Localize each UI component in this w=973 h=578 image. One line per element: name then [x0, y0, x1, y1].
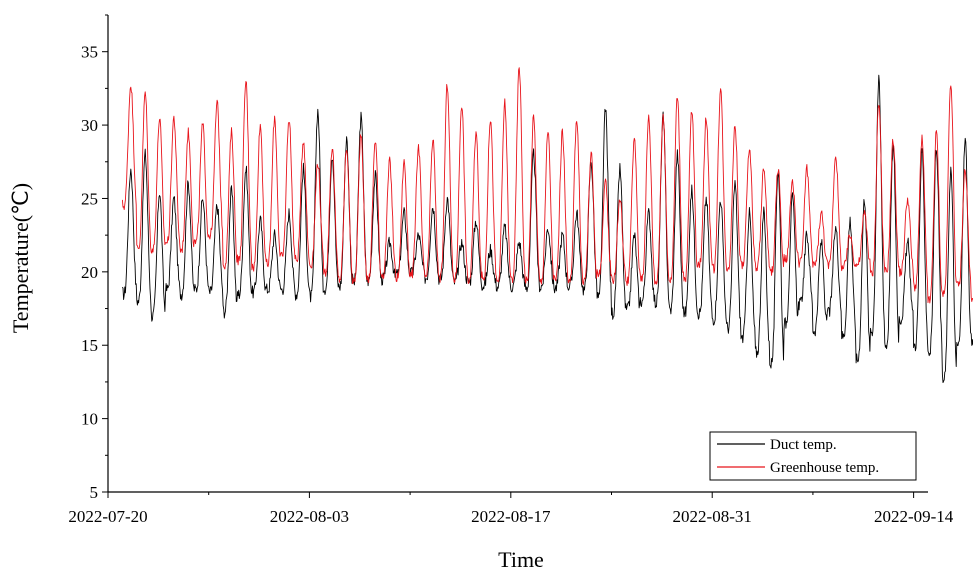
y-tick-label: 20: [81, 263, 98, 282]
y-tick-label: 10: [81, 410, 98, 429]
y-tick-label: 15: [81, 336, 98, 355]
series-line-greenhouse: [121, 67, 973, 304]
legend-label-greenhouse: Greenhouse temp.: [770, 460, 879, 476]
x-tick-label: 2022-07-20: [68, 507, 147, 526]
x-tick-label: 2022-08-17: [471, 507, 551, 526]
x-tick-label: 2022-09-14: [874, 507, 954, 526]
axes: [107, 15, 928, 493]
y-axis-title: Temperature(℃): [8, 183, 33, 333]
legend-label-duct: Duct temp.: [770, 437, 837, 453]
y-tick-label: 35: [81, 43, 98, 62]
x-axis-title: Time: [498, 547, 544, 572]
y-tick-label: 5: [90, 483, 99, 502]
series-line-duct: [122, 74, 973, 384]
x-tick-label: 2022-08-03: [270, 507, 349, 526]
legend: Duct temp. Greenhouse temp.: [709, 431, 917, 481]
x-tick-label: 2022-08-31: [673, 507, 752, 526]
legend-box: [709, 431, 917, 481]
plot-lines: [121, 67, 973, 384]
ticks: 5 10 15 20 25 30 35 2022-07-20 2022-08-03 2022-08…: [68, 14, 954, 526]
y-tick-label: 25: [81, 189, 98, 208]
y-tick-label: 30: [81, 116, 98, 135]
